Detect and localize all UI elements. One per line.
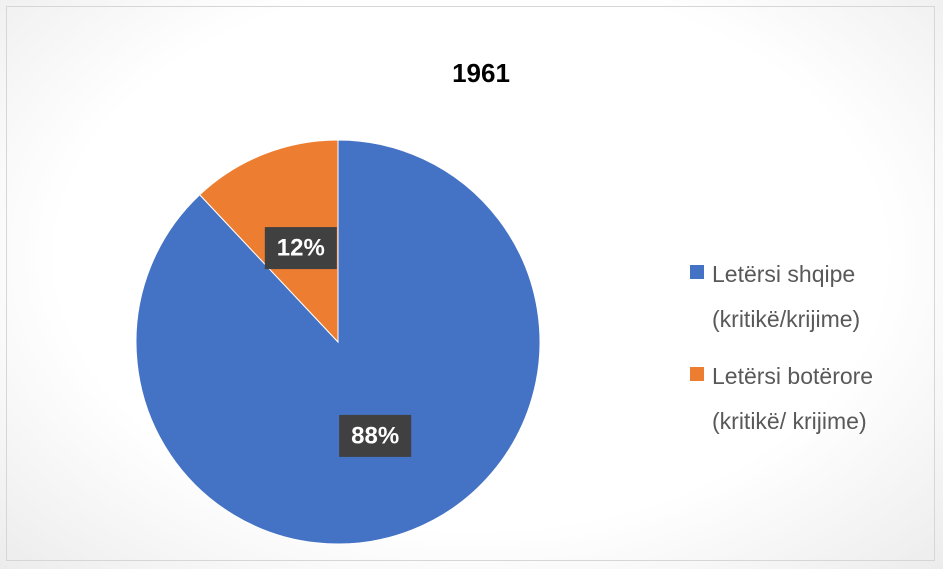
legend-item: Letërsi botërore (kritikë/ krijime) bbox=[686, 354, 926, 444]
data-label: 88% bbox=[351, 422, 399, 449]
data-label: 12% bbox=[277, 234, 325, 261]
data-label-box bbox=[339, 414, 412, 457]
legend-label: Letërsi shqipe (kritikë/krijime) bbox=[712, 261, 861, 332]
chart-border bbox=[6, 6, 935, 561]
legend-label: Letërsi botërore (kritikë/ krijime) bbox=[712, 363, 874, 434]
chart-title: 1961 bbox=[452, 58, 510, 88]
legend-item: Letërsi shqipe (kritikë/krijime) bbox=[686, 252, 926, 342]
legend: Letërsi shqipe (kritikë/krijime) Letërsi … bbox=[686, 252, 926, 456]
data-label-box bbox=[264, 227, 337, 270]
legend-swatch bbox=[690, 265, 704, 279]
legend-swatch bbox=[690, 367, 704, 381]
